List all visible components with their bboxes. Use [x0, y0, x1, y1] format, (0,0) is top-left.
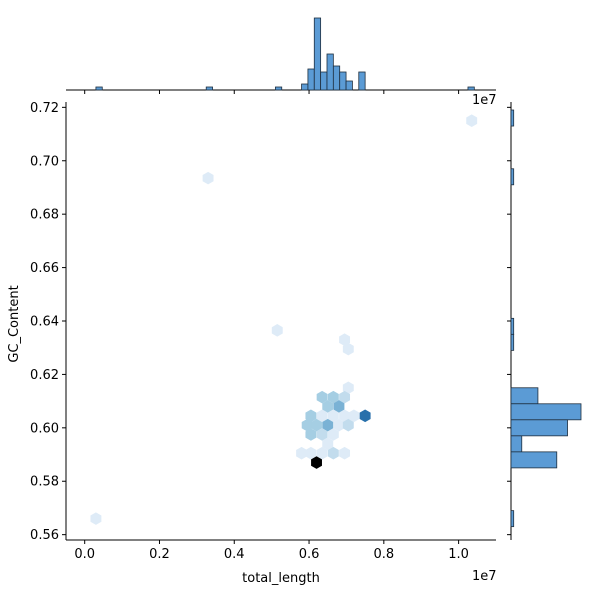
hexbin — [296, 446, 308, 460]
x-tick-label: 0.2 — [149, 547, 170, 562]
hexbin — [305, 428, 317, 441]
hexbin — [202, 171, 214, 185]
x-marginal-bar — [358, 71, 366, 91]
hexbin — [322, 437, 334, 451]
hexbin — [359, 409, 371, 423]
x-marginal-bar — [205, 86, 213, 91]
hexbin — [342, 342, 354, 356]
hexbin — [339, 333, 351, 346]
hexbin — [327, 428, 339, 441]
x-offset-label-top: 1e7 — [472, 93, 497, 108]
hexbin — [316, 409, 328, 423]
hexbin — [322, 418, 334, 432]
y-tick-label: 0.62 — [30, 368, 59, 383]
hexbin — [342, 381, 354, 395]
y-tick-label: 0.60 — [30, 421, 59, 436]
hexbin — [348, 409, 360, 423]
x-marginal-bar — [326, 53, 334, 91]
y-marginal-bar — [510, 387, 539, 405]
hexbin — [333, 418, 345, 432]
y-axis-label: GC_Content — [7, 285, 22, 362]
hexbin — [339, 390, 351, 404]
hexbin — [339, 446, 351, 460]
y-tick-label: 0.56 — [30, 528, 59, 543]
y-marginal-bar — [510, 333, 515, 351]
y-marginal-bar — [510, 109, 515, 127]
hexbin — [305, 446, 317, 460]
x-tick-label: 1.0 — [448, 547, 469, 562]
x-marginal-bar — [313, 17, 322, 91]
y-marginal-bar — [510, 435, 523, 453]
x-marginal-histogram — [66, 17, 496, 94]
y-marginal-histogram — [507, 102, 582, 540]
y-tick-label: 0.58 — [30, 475, 59, 490]
y-marginal-bar — [510, 419, 568, 437]
y-marginal-bar — [510, 451, 558, 469]
hexbin — [322, 400, 334, 413]
x-marginal-bar — [339, 71, 347, 91]
hexbin — [327, 409, 339, 423]
y-tick-label: 0.64 — [30, 315, 59, 330]
x-tick-label: 0.8 — [373, 547, 394, 562]
y-marginal-bar — [510, 168, 515, 186]
hexbin — [305, 409, 317, 423]
y-tick-label: 0.66 — [30, 261, 59, 276]
y-tick-label: 0.72 — [30, 101, 59, 116]
y-marginal-bar — [510, 403, 582, 421]
hexbin — [327, 446, 339, 460]
main-axes: 0.0 0.2 0.4 0.6 0.8 1.0 0.56 0.58 0.60 0.62 0.64 0.… — [30, 101, 496, 562]
hexbin — [466, 114, 478, 127]
x-tick-label: 0.0 — [74, 547, 95, 562]
y-tick-label: 0.70 — [30, 154, 59, 169]
x-marginal-bar — [332, 65, 341, 91]
x-marginal-bar — [467, 86, 475, 91]
hexbin — [339, 409, 351, 423]
y-marginal-bar — [510, 317, 515, 335]
hexbin — [271, 324, 283, 337]
x-tick-label: 0.4 — [224, 547, 245, 562]
x-marginal-bar — [345, 80, 353, 91]
hexbin — [316, 428, 328, 441]
hexbin-layer — [90, 114, 478, 525]
x-tick-label: 0.6 — [299, 547, 320, 562]
x-axis-label: total_length — [242, 571, 320, 586]
hexbin — [90, 512, 102, 525]
hexbin — [342, 418, 354, 432]
hexbin — [311, 418, 322, 432]
hexbin — [316, 446, 328, 460]
x-marginal-bar — [274, 86, 283, 91]
x-marginal-bar — [301, 83, 309, 91]
x-marginal-bar — [320, 71, 328, 91]
x-marginal-bar — [95, 86, 103, 91]
x-offset-label-bottom: 1e7 — [472, 569, 497, 584]
hexbin — [316, 390, 328, 404]
hexbin — [333, 400, 345, 413]
hexbin — [327, 390, 339, 404]
hexbin — [301, 418, 313, 432]
x-marginal-bar — [307, 68, 315, 91]
hexbin — [311, 456, 322, 469]
y-marginal-bar — [510, 510, 515, 528]
y-tick-label: 0.68 — [30, 208, 59, 223]
